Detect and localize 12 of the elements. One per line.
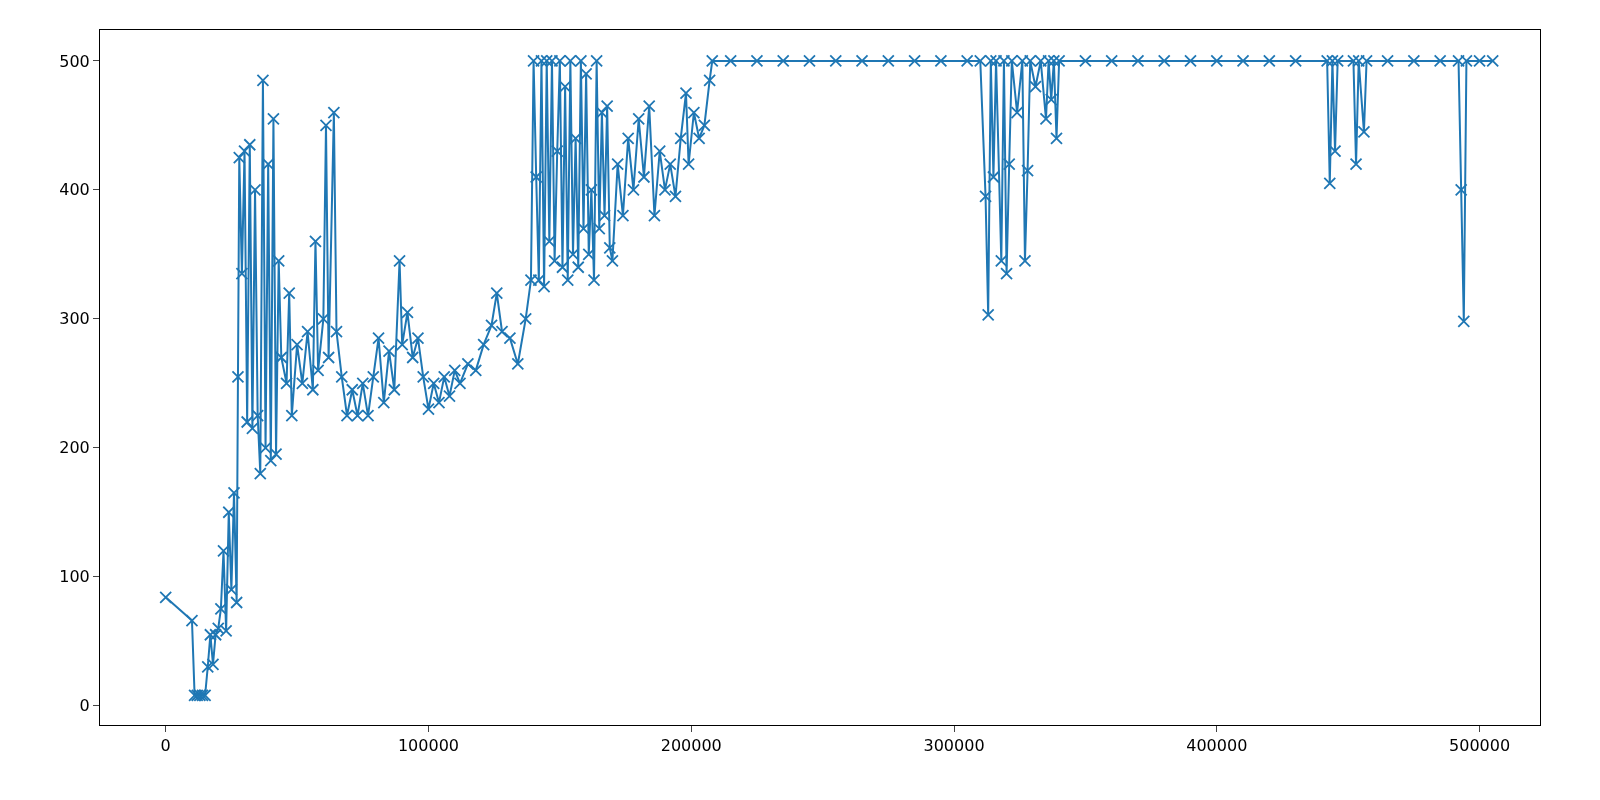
y-tick-label: 0 [79, 696, 90, 716]
x-tick-label: 100000 [397, 736, 460, 756]
y-tick-label: 500 [59, 51, 90, 71]
y-tick-label: 300 [59, 309, 90, 329]
x-tick-label: 300000 [923, 736, 985, 756]
y-tick-label: 100 [59, 567, 90, 587]
x-tick-label: 0 [160, 736, 171, 756]
x-tick-label: 200000 [660, 736, 722, 756]
x-tick-label: 400000 [1186, 736, 1248, 756]
x-tick-label: 500000 [1449, 736, 1511, 756]
y-tick-label: 400 [59, 180, 90, 200]
y-tick-label: 200 [59, 438, 90, 458]
